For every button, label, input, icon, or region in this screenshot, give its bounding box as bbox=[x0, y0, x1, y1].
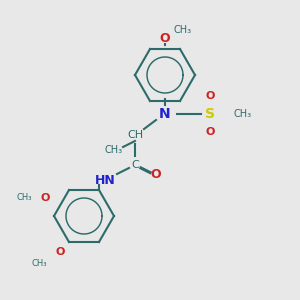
Text: C: C bbox=[131, 160, 139, 170]
Text: O: O bbox=[160, 32, 170, 46]
Text: CH₃: CH₃ bbox=[234, 109, 252, 119]
Text: HN: HN bbox=[94, 173, 116, 187]
Text: CH₃: CH₃ bbox=[31, 260, 47, 268]
Text: O: O bbox=[55, 247, 65, 257]
Text: O: O bbox=[40, 193, 50, 203]
Text: CH₃: CH₃ bbox=[16, 194, 32, 202]
Text: CH₃: CH₃ bbox=[174, 25, 192, 35]
Text: N: N bbox=[159, 107, 171, 121]
Text: CH: CH bbox=[127, 130, 143, 140]
Text: O: O bbox=[151, 167, 161, 181]
Text: S: S bbox=[205, 107, 215, 121]
Text: O: O bbox=[205, 91, 215, 101]
Text: CH₃: CH₃ bbox=[105, 145, 123, 155]
Text: O: O bbox=[205, 127, 215, 137]
